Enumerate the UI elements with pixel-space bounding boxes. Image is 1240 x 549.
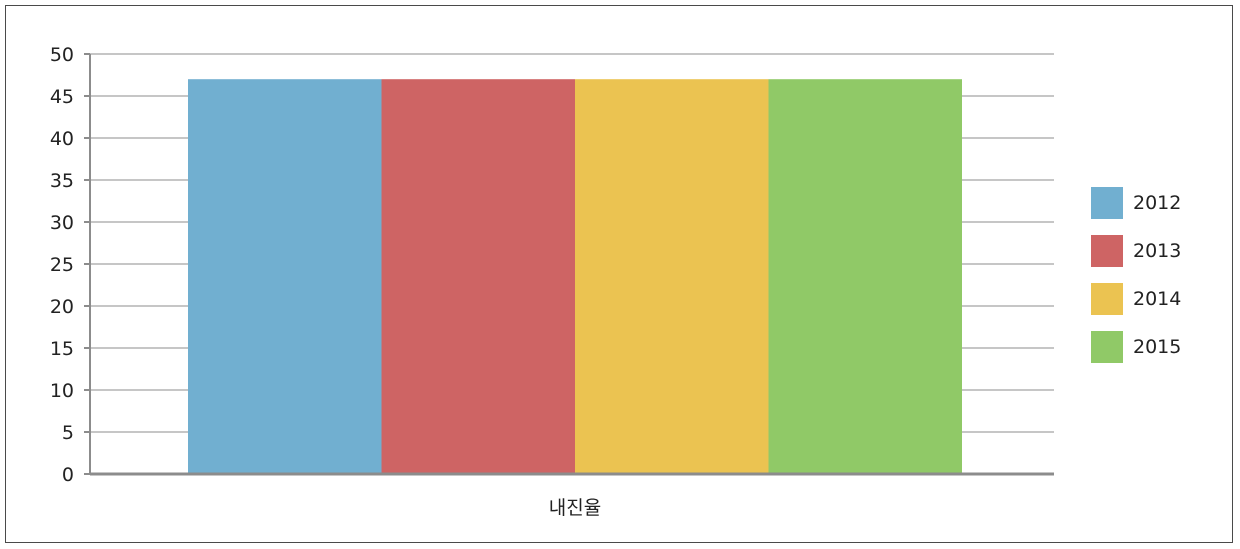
- bar-2014: [575, 79, 769, 474]
- y-tick-label: 5: [62, 422, 74, 444]
- y-tick-label: 30: [50, 212, 74, 234]
- y-tick-label: 15: [50, 338, 74, 360]
- bar-2012: [188, 79, 382, 474]
- y-tick-label: 40: [50, 128, 74, 150]
- category-label: 내진율: [549, 497, 601, 519]
- axes: [84, 53, 1054, 476]
- chart-frame: 0 5 10 15 20 25 30 35 40 45 50 내진율 2012 2013 2014 201…: [5, 5, 1233, 543]
- bars: [188, 79, 962, 474]
- y-tick-label: 10: [50, 380, 74, 402]
- legend-swatch-2013: [1091, 235, 1123, 267]
- category-labels: 내진율: [549, 497, 601, 519]
- legend-label: 2014: [1133, 288, 1181, 310]
- y-tick-label: 20: [50, 296, 74, 318]
- y-tick-label: 0: [62, 464, 74, 486]
- legend-swatch-2012: [1091, 187, 1123, 219]
- y-tick-label: 35: [50, 170, 74, 192]
- legend-label: 2012: [1133, 192, 1181, 214]
- legend: 2012 2013 2014 2015: [1091, 187, 1181, 363]
- legend-label: 2013: [1133, 240, 1181, 262]
- bar-2013: [381, 79, 575, 474]
- legend-swatch-2014: [1091, 283, 1123, 315]
- bar-2015: [768, 79, 962, 474]
- y-tick-label: 25: [50, 254, 74, 276]
- y-tick-labels: 0 5 10 15 20 25 30 35 40 45 50: [50, 44, 74, 486]
- y-tick-label: 45: [50, 86, 74, 108]
- legend-swatch-2015: [1091, 331, 1123, 363]
- legend-label: 2015: [1133, 336, 1181, 358]
- y-tick-label: 50: [50, 44, 74, 66]
